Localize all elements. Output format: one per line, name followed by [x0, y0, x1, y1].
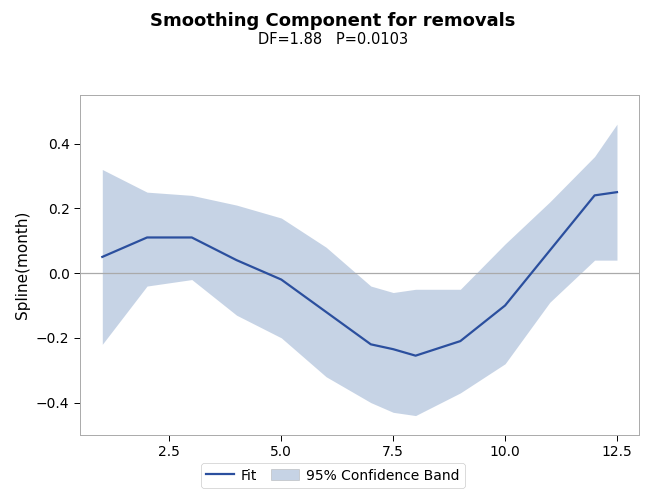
Text: Smoothing Component for removals: Smoothing Component for removals — [151, 12, 515, 30]
Legend: Fit, 95% Confidence Band: Fit, 95% Confidence Band — [201, 463, 465, 488]
X-axis label: month: month — [335, 465, 384, 480]
Text: DF=1.88   P=0.0103: DF=1.88 P=0.0103 — [258, 32, 408, 48]
Y-axis label: Spline(month): Spline(month) — [15, 211, 31, 319]
